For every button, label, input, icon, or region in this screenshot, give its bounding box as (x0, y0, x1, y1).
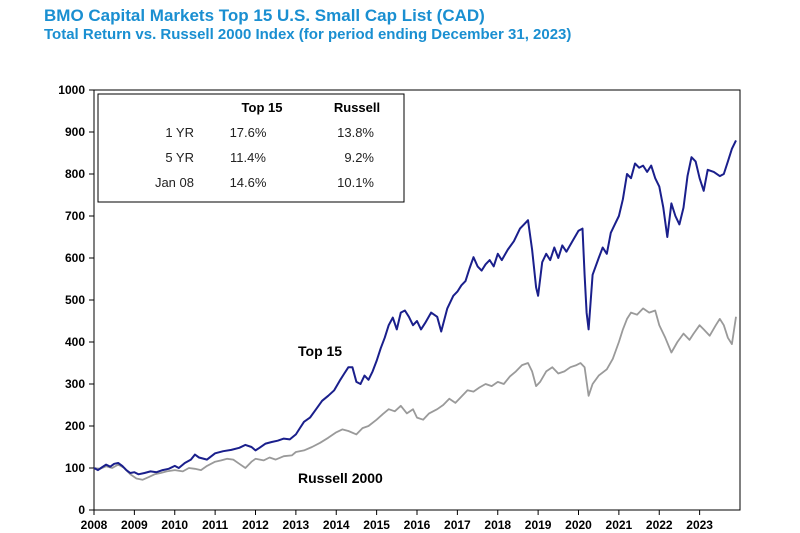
x-tick-label: 2018 (484, 518, 511, 532)
x-tick-label: 2013 (283, 518, 310, 532)
y-tick-label: 1000 (58, 83, 85, 97)
x-tick-label: 2021 (606, 518, 633, 532)
table-cell-russell: 10.1% (337, 175, 374, 190)
table-cell-top15: 11.4% (230, 150, 266, 165)
table-header-top15: Top 15 (242, 100, 283, 115)
x-tick-label: 2012 (242, 518, 269, 532)
x-tick-label: 2020 (565, 518, 592, 532)
series-label-top15: Top 15 (298, 343, 342, 359)
table-row-label: 1 YR (165, 125, 194, 140)
y-tick-label: 900 (65, 125, 85, 139)
y-tick-label: 500 (65, 293, 85, 307)
y-tick-label: 700 (65, 209, 85, 223)
table-cell-top15: 17.6% (230, 125, 267, 140)
series-line-top15 (93, 139, 737, 476)
chart-subtitle: Total Return vs. Russell 2000 Index (for… (44, 26, 572, 43)
y-tick-label: 800 (65, 167, 85, 181)
table-row-label: 5 YR (165, 150, 194, 165)
x-axis: 2008 2009 2010 2011 2012 2013 2014 2015 2016 2017… (81, 510, 713, 532)
y-tick-label: 100 (65, 461, 85, 475)
series-label-russell: Russell 2000 (298, 470, 383, 486)
table-cell-russell: 9.2% (344, 150, 374, 165)
y-tick-label: 200 (65, 419, 85, 433)
y-tick-label: 300 (65, 377, 85, 391)
x-tick-label: 2019 (525, 518, 552, 532)
series-lines (93, 139, 737, 481)
y-tick-label: 400 (65, 335, 85, 349)
y-tick-label: 600 (65, 251, 85, 265)
table-header-russell: Russell (334, 100, 380, 115)
returns-table: Top 15 Russell 1 YR 17.6% 13.8% 5 YR 11.… (97, 93, 405, 203)
x-tick-label: 2010 (161, 518, 188, 532)
chart-title: BMO Capital Markets Top 15 U.S. Small Ca… (44, 6, 485, 25)
y-axis: 0 100 200 300 400 500 600 700 800 900 1000 (58, 83, 94, 517)
table-cell-top15: 14.6% (230, 175, 267, 190)
x-tick-label: 2011 (202, 518, 228, 532)
x-tick-label: 2017 (444, 518, 471, 532)
returns-table-box (97, 93, 405, 203)
x-tick-label: 2022 (646, 518, 673, 532)
x-tick-label: 2015 (363, 518, 390, 532)
x-tick-label: 2023 (686, 518, 713, 532)
x-tick-label: 2008 (81, 518, 108, 532)
y-tick-label: 0 (78, 503, 85, 517)
x-tick-label: 2009 (121, 518, 148, 532)
table-row-label: Jan 08 (155, 175, 194, 190)
table-cell-russell: 13.8% (337, 125, 374, 140)
x-tick-label: 2014 (323, 518, 350, 532)
series-line-russell2000 (93, 307, 737, 481)
x-tick-label: 2016 (404, 518, 431, 532)
